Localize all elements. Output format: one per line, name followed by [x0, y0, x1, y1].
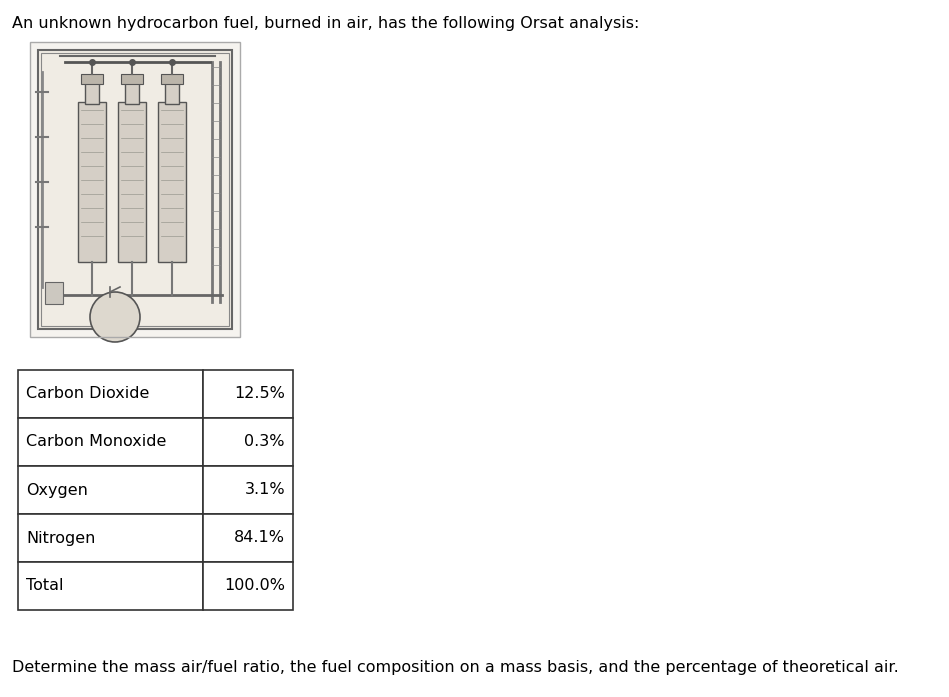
Text: Nitrogen: Nitrogen: [26, 530, 96, 546]
Bar: [158, 102, 186, 262]
Bar: [45, 282, 63, 304]
Bar: [203, 370, 293, 418]
Bar: [78, 102, 106, 262]
Text: Determine the mass air/fuel ratio, the fuel composition on a mass basis, and the: Determine the mass air/fuel ratio, the f…: [12, 660, 899, 675]
Bar: [203, 514, 293, 562]
Circle shape: [90, 292, 140, 342]
Text: Oxygen: Oxygen: [26, 482, 88, 498]
Text: Carbon Dioxide: Carbon Dioxide: [26, 387, 149, 401]
Text: Total: Total: [26, 579, 64, 594]
Bar: [38, 50, 232, 329]
Bar: [18, 562, 203, 610]
Bar: [118, 102, 146, 262]
Text: 12.5%: 12.5%: [234, 387, 285, 401]
Bar: [121, 74, 143, 84]
Text: Carbon Monoxide: Carbon Monoxide: [26, 434, 166, 450]
Bar: [30, 42, 240, 337]
Bar: [203, 418, 293, 466]
Bar: [18, 370, 203, 418]
Bar: [85, 82, 99, 104]
Bar: [18, 466, 203, 514]
Bar: [30, 42, 240, 337]
Bar: [125, 82, 139, 104]
Text: An unknown hydrocarbon fuel, burned in air, has the following Orsat analysis:: An unknown hydrocarbon fuel, burned in a…: [12, 16, 640, 31]
Bar: [161, 74, 183, 84]
Bar: [41, 53, 229, 326]
Bar: [203, 562, 293, 610]
Bar: [203, 466, 293, 514]
Bar: [18, 418, 203, 466]
Bar: [165, 82, 179, 104]
Text: 3.1%: 3.1%: [245, 482, 285, 498]
Bar: [81, 74, 103, 84]
Bar: [18, 514, 203, 562]
Text: 84.1%: 84.1%: [234, 530, 285, 546]
Text: 0.3%: 0.3%: [245, 434, 285, 450]
Text: 100.0%: 100.0%: [224, 579, 285, 594]
